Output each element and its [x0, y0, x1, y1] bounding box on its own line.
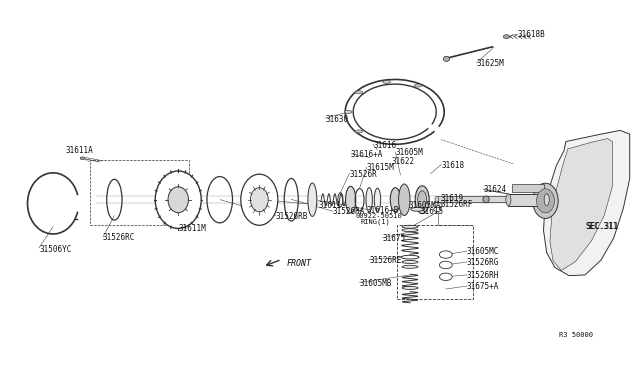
Ellipse shape [156, 171, 201, 228]
Ellipse shape [415, 186, 429, 214]
Ellipse shape [355, 130, 363, 133]
Ellipse shape [344, 110, 352, 113]
Ellipse shape [402, 265, 418, 268]
Text: R3 50000: R3 50000 [559, 332, 593, 338]
Text: 31616+A: 31616+A [351, 150, 383, 159]
Text: FRONT: FRONT [287, 259, 312, 268]
Text: 31611A: 31611A [66, 146, 93, 155]
FancyBboxPatch shape [437, 196, 508, 202]
Ellipse shape [402, 260, 418, 263]
Ellipse shape [80, 157, 84, 160]
Text: 31526RC: 31526RC [103, 233, 135, 243]
Text: 31605MB: 31605MB [360, 279, 392, 288]
Text: 31605M: 31605M [396, 148, 423, 157]
Text: 31605MA: 31605MA [408, 201, 440, 210]
Ellipse shape [401, 255, 419, 259]
Ellipse shape [444, 56, 450, 61]
Ellipse shape [544, 194, 549, 206]
Ellipse shape [241, 174, 278, 225]
Ellipse shape [414, 84, 422, 87]
Circle shape [440, 273, 452, 280]
Text: 31616+B: 31616+B [367, 206, 399, 215]
Ellipse shape [374, 188, 381, 211]
Text: SEC.311: SEC.311 [586, 222, 619, 231]
Text: 31611M: 31611M [178, 224, 206, 233]
Text: 31618B: 31618B [518, 29, 546, 39]
Text: 31622: 31622 [392, 157, 415, 166]
Text: 31615: 31615 [420, 207, 444, 216]
Ellipse shape [366, 187, 372, 212]
FancyBboxPatch shape [511, 184, 543, 192]
Ellipse shape [402, 229, 418, 232]
Ellipse shape [536, 189, 554, 213]
Ellipse shape [399, 184, 410, 215]
FancyBboxPatch shape [508, 194, 547, 206]
Text: 31526RG: 31526RG [467, 258, 499, 267]
Ellipse shape [308, 183, 317, 217]
Ellipse shape [506, 194, 511, 206]
Ellipse shape [168, 187, 188, 213]
Text: 31615M: 31615M [367, 163, 394, 172]
Ellipse shape [402, 225, 418, 228]
Text: 31526RE: 31526RE [369, 256, 401, 264]
Text: 31624: 31624 [483, 185, 507, 194]
Text: 31619: 31619 [440, 194, 463, 203]
Text: 31611: 31611 [318, 201, 341, 210]
Circle shape [440, 261, 452, 269]
Circle shape [440, 251, 452, 258]
Text: 31526R: 31526R [349, 170, 377, 179]
Text: RING(1): RING(1) [361, 219, 390, 225]
Ellipse shape [483, 196, 489, 203]
Text: 00922-50510: 00922-50510 [355, 214, 402, 219]
Ellipse shape [435, 196, 439, 202]
Circle shape [434, 207, 442, 212]
Text: 31675+A: 31675+A [467, 282, 499, 291]
Text: 31625M: 31625M [476, 59, 504, 68]
Polygon shape [543, 131, 630, 276]
Text: 31526RH: 31526RH [467, 271, 499, 280]
Text: 31605MC: 31605MC [467, 247, 499, 256]
Ellipse shape [418, 191, 427, 209]
Text: 31630: 31630 [325, 115, 348, 124]
Ellipse shape [503, 35, 509, 38]
Ellipse shape [402, 286, 418, 289]
Text: 31526RB: 31526RB [276, 212, 308, 221]
Circle shape [433, 202, 442, 208]
Text: 31675: 31675 [383, 234, 406, 243]
Text: 31526RF: 31526RF [440, 201, 472, 209]
Ellipse shape [346, 186, 356, 213]
Ellipse shape [383, 80, 390, 83]
Ellipse shape [411, 208, 424, 211]
Polygon shape [550, 138, 612, 270]
Text: 31616: 31616 [373, 141, 396, 150]
Ellipse shape [390, 187, 401, 212]
Text: 31506YC: 31506YC [39, 244, 72, 253]
Ellipse shape [532, 183, 558, 218]
Text: 31618: 31618 [442, 161, 465, 170]
Ellipse shape [355, 91, 363, 94]
Text: 31526RA: 31526RA [333, 208, 365, 217]
Text: SEC.311: SEC.311 [585, 222, 618, 231]
Ellipse shape [250, 187, 268, 212]
